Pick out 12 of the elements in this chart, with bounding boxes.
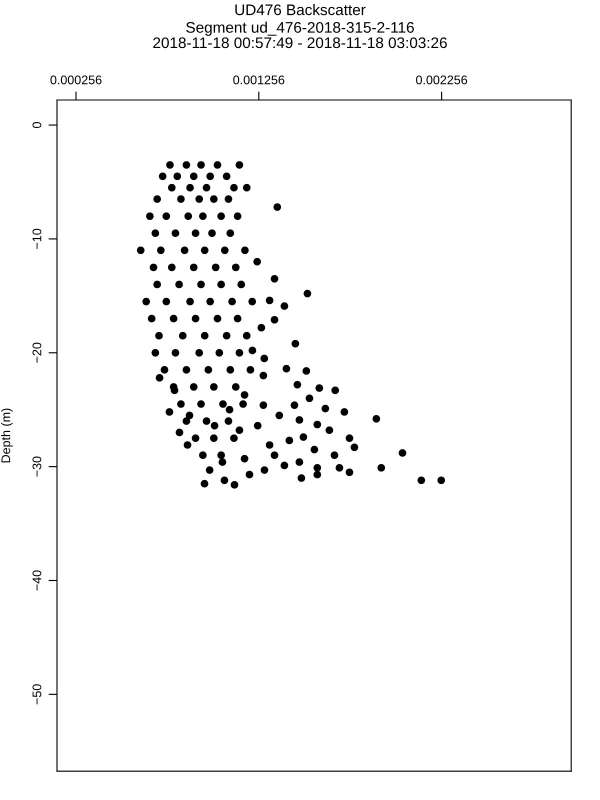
x-tick-label: 0.000256 [50, 75, 102, 84]
chart-title: UD476 Backscatter [235, 4, 366, 16]
y-axis-title: Depth (m) [1, 408, 13, 462]
y-tick-label: −40 [32, 570, 42, 590]
y-tick-label: −10 [32, 228, 42, 249]
chart-subtitle: Segment ud_476-2018-315-2-116 2018-11-18 00:57:49 - 2018-11-18 03:03:26 [153, 22, 447, 48]
y-tick-label: −50 [32, 684, 42, 704]
y-tick-label: −20 [32, 342, 42, 363]
y-tick-label: −30 [32, 456, 42, 477]
x-tick-label: 0.001256 [233, 75, 284, 84]
y-tick-label: 0 [32, 122, 42, 128]
x-tick-label: 0.002256 [416, 75, 468, 84]
